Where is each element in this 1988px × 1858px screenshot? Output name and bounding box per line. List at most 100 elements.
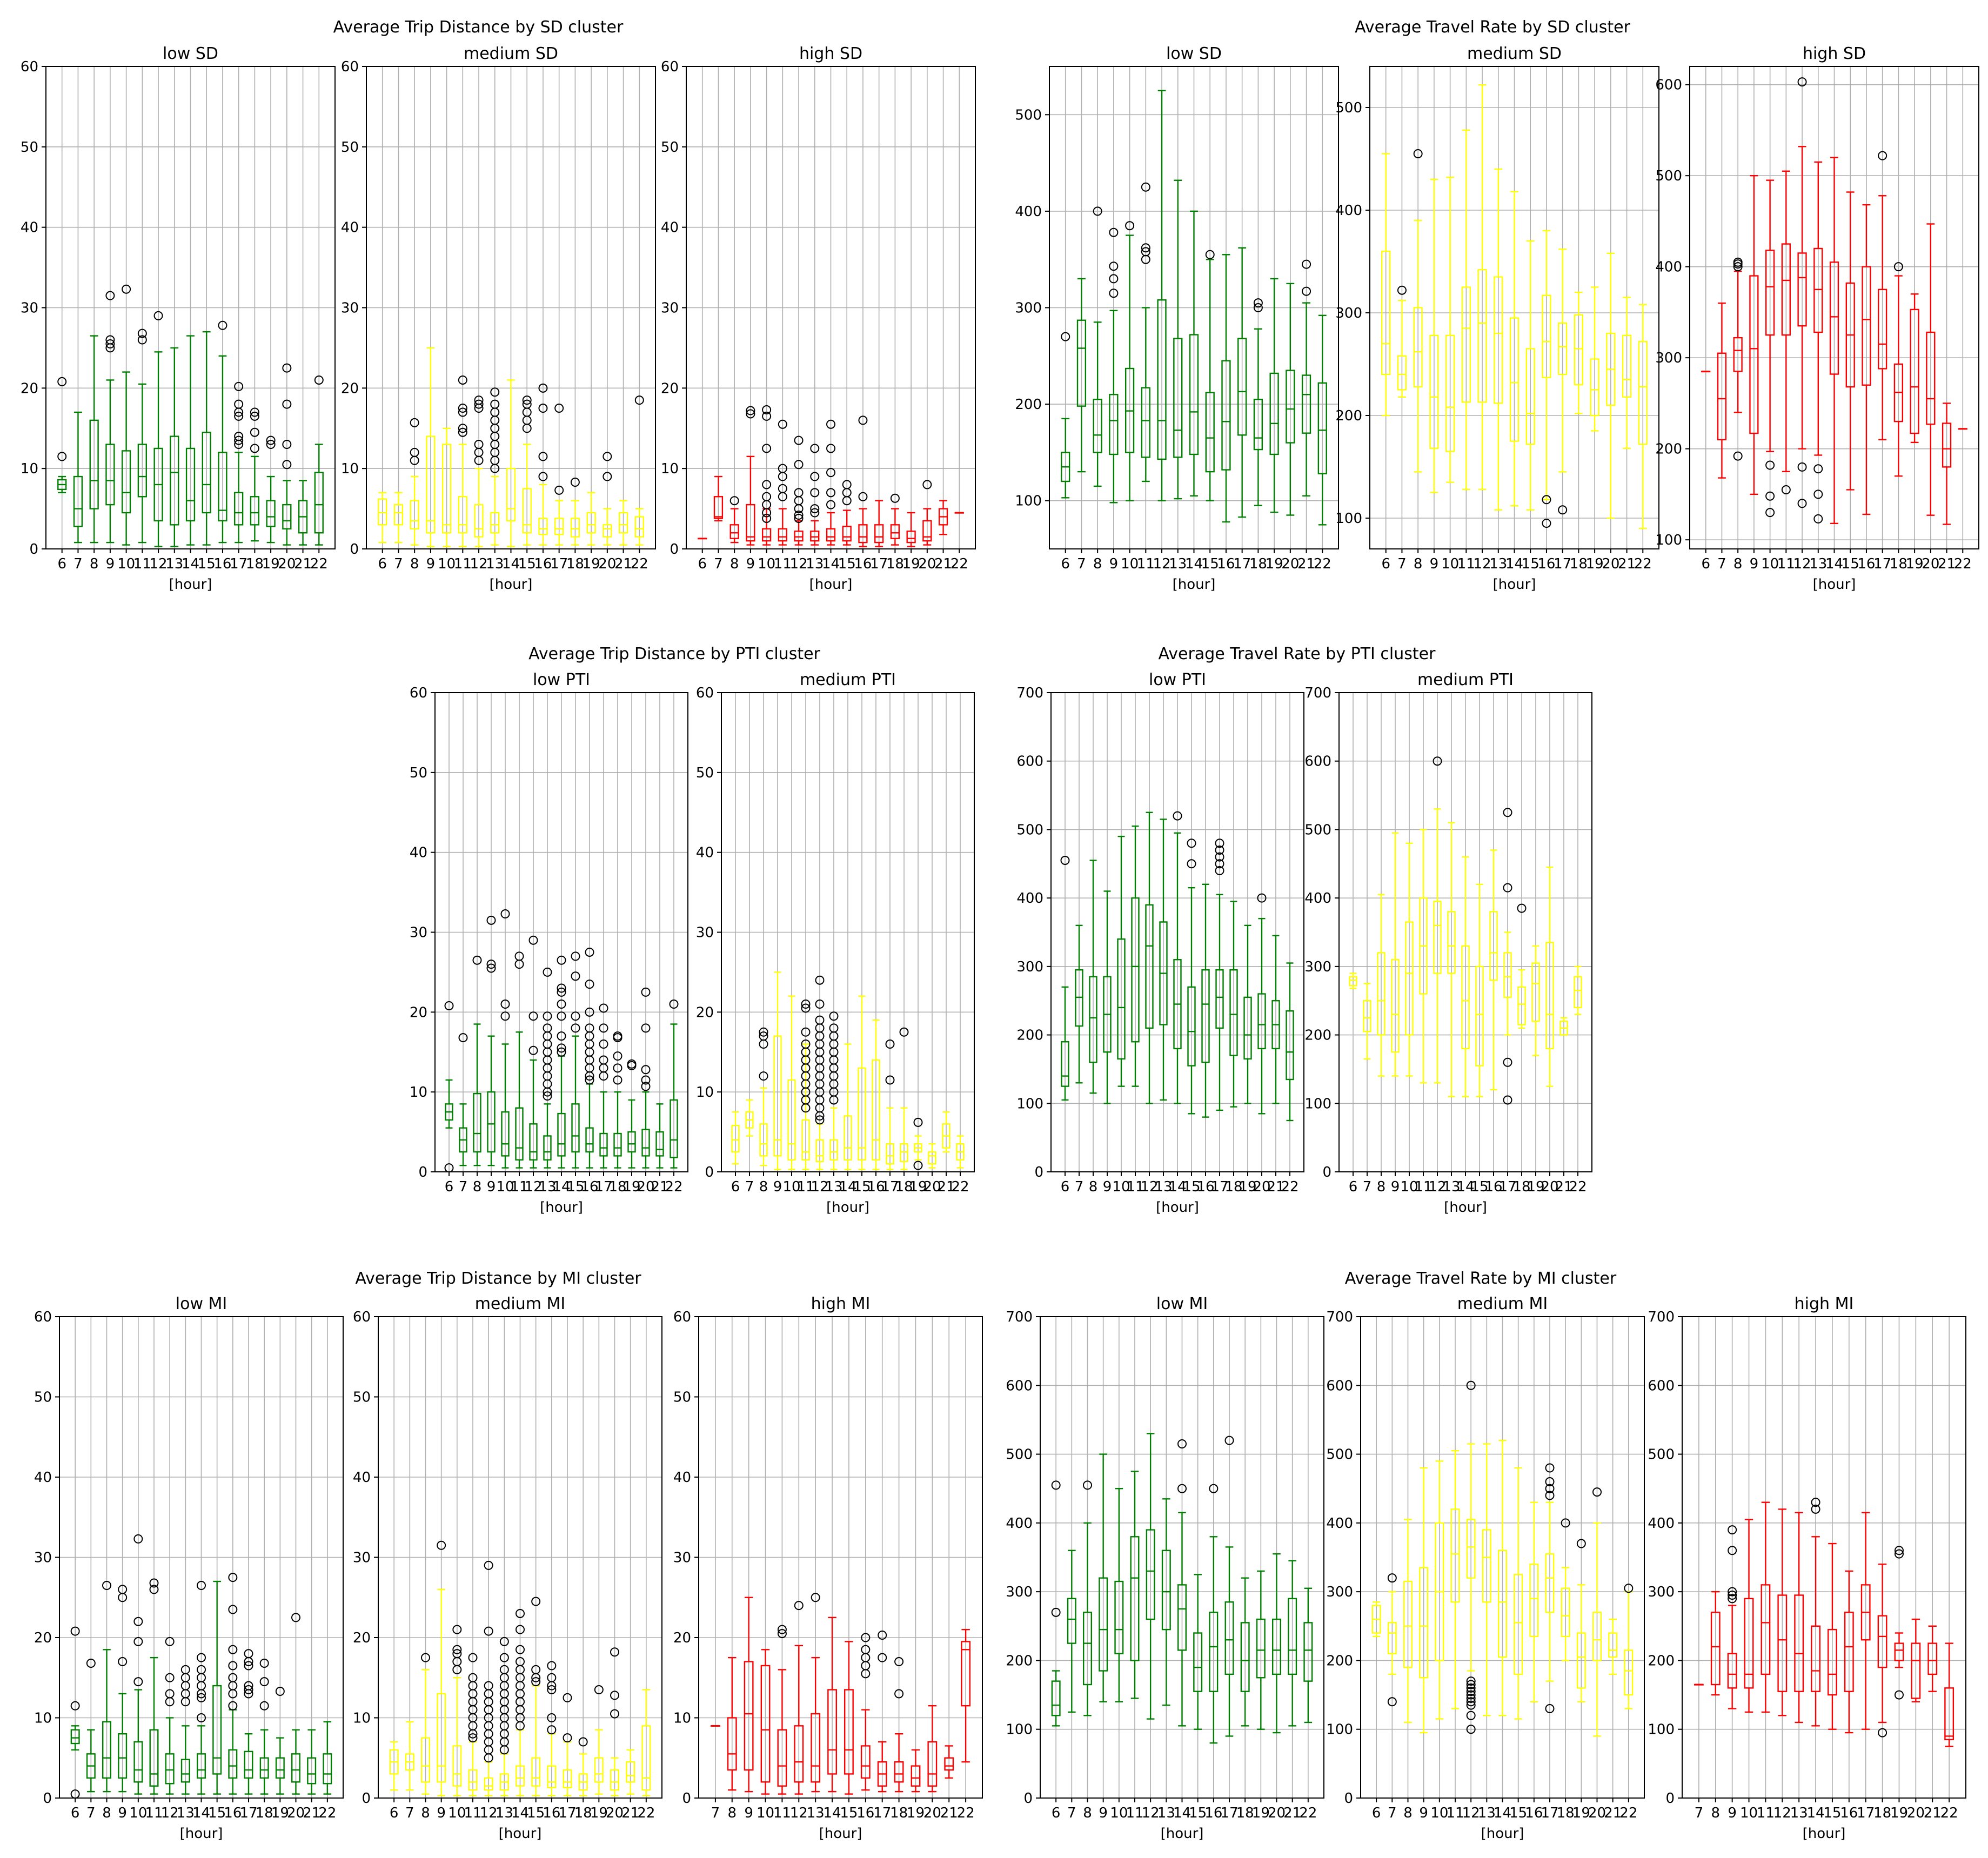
outlier-point [197, 1665, 206, 1674]
panel-3-1-box-17 [1503, 808, 1512, 1105]
panel-5-2-xtick-label: 22 [1940, 1805, 1958, 1821]
outlier-point [458, 424, 467, 433]
box-iqr [1215, 969, 1224, 1029]
panel-1-2-box-12 [1797, 77, 1807, 508]
outlier-point [669, 1000, 679, 1009]
outlier-point [472, 955, 482, 965]
panel-0-1-xtick-label: 10 [438, 556, 456, 572]
panel-4-1-box-6 [389, 1741, 399, 1791]
panel-5-0-box-6 [1051, 1480, 1061, 1727]
panel-2-1-xlabel: [hour] [826, 1199, 869, 1216]
panel-1-2-box-7 [1717, 302, 1727, 479]
outlier-point [244, 1649, 253, 1659]
panel-5-0-xtick-label: 6 [1052, 1805, 1061, 1821]
box-iqr [543, 1135, 552, 1161]
outlier-point [554, 404, 564, 413]
outlier-point [1561, 1518, 1570, 1528]
panel-5-0-box-7 [1067, 1550, 1076, 1713]
box-iqr [1608, 1632, 1618, 1658]
panel-2-0-box-19 [627, 1059, 637, 1169]
panel-1-2-box-16 [1862, 204, 1871, 515]
panel-3-0-box-9 [1103, 890, 1112, 1104]
panel-5-2-box-21 [1927, 1625, 1938, 1692]
panel-0-0-box-22 [314, 375, 324, 546]
panel-3-0-xtick-label: 9 [1103, 1179, 1112, 1195]
panel-5-1-xtick-label: 20 [1588, 1805, 1606, 1821]
panel-5-2-xtick-label: 11 [1757, 1805, 1775, 1821]
outlier-point [1466, 1690, 1476, 1700]
box-iqr [571, 1103, 580, 1153]
panel-4-0-box-15 [212, 1580, 222, 1795]
box-iqr [1363, 1000, 1371, 1032]
outlier-point [557, 987, 566, 997]
box-iqr [1076, 319, 1087, 407]
outlier-point [634, 395, 644, 405]
outlier-point [1060, 855, 1070, 865]
panel-4-2-ytick-label: 50 [673, 1390, 691, 1406]
panel-1-2-xtick-label: 17 [1873, 556, 1891, 572]
outlier-point [599, 1003, 608, 1013]
panel-1-0-box-7 [1076, 278, 1087, 473]
box-iqr [778, 528, 787, 542]
panel-5-2-xtick-label: 8 [1711, 1805, 1720, 1821]
panel-3-0-xtick-label: 11 [1126, 1179, 1144, 1195]
panel-0-0-xtick-label: 8 [90, 556, 99, 572]
panel-0-0-box-17 [234, 381, 244, 544]
panel-5-0-xtick-label: 22 [1299, 1805, 1317, 1821]
outlier-point [250, 427, 259, 437]
outlier-point [1141, 182, 1150, 192]
panel-5-2-xtick-label: 9 [1728, 1805, 1737, 1821]
panel-0-1-xtick-label: 22 [631, 556, 648, 572]
box-iqr [1224, 1601, 1234, 1675]
outlier-point [197, 1580, 206, 1590]
outlier-point [794, 488, 804, 498]
panel-4-2-xtick-label: 16 [856, 1805, 874, 1821]
box-iqr [1450, 1508, 1460, 1603]
panel-5-1-xtick-label: 10 [1430, 1805, 1448, 1821]
box-iqr [1061, 1041, 1069, 1087]
panel-3-0-box-7 [1075, 924, 1083, 1084]
panel-0-0-box-18 [250, 407, 260, 542]
panel-5-1-xtick-label: 11 [1446, 1805, 1464, 1821]
panel-4-0-xtick-label: 17 [239, 1805, 257, 1821]
outlier-point [1797, 77, 1807, 87]
panel-2-0-box-11 [514, 951, 524, 1169]
panel-5-0-xtick-label: 11 [1126, 1805, 1143, 1821]
outlier-point [547, 1685, 557, 1695]
box-iqr [759, 1123, 768, 1157]
panel-0-1-box-12 [474, 395, 484, 547]
panel-0-0-xtick-label: 7 [73, 556, 83, 572]
panel-5-1-xtick-label: 22 [1619, 1805, 1637, 1821]
outlier-point [762, 411, 772, 421]
panel-4-1-ytick-label: 60 [353, 1309, 371, 1325]
box-iqr [858, 1067, 866, 1161]
panel-5-0-xtick-label: 10 [1110, 1805, 1128, 1821]
panel-0-0-xtick-label: 13 [165, 556, 183, 572]
panel-2-0-xtick-label: 14 [552, 1179, 570, 1195]
panel-5-2-ytick-label: 200 [1648, 1653, 1675, 1669]
outlier-point [228, 1661, 238, 1671]
panel-3-1-ytick-label: 600 [1304, 754, 1331, 770]
panel-0-1-xtick-label: 13 [486, 556, 504, 572]
panel-5-0-xtick-label: 16 [1204, 1805, 1222, 1821]
panel-4-1-xtick-label: 12 [480, 1805, 498, 1821]
panel-4-0-box-9 [118, 1585, 128, 1793]
panel-3-1-xtick-label: 10 [1400, 1179, 1418, 1195]
outlier-point [762, 405, 772, 415]
panel-0-1-ytick-label: 40 [341, 220, 359, 236]
panel-2-1-xtick-label: 12 [811, 1179, 828, 1195]
panel-2-1-ytick-label: 50 [696, 765, 714, 781]
panel-2-1-xtick-label: 18 [895, 1179, 913, 1195]
box-iqr [378, 498, 387, 526]
outlier-point [122, 284, 131, 294]
panel-0-2-box-17 [874, 500, 884, 547]
panel-5-2-xtick-label: 16 [1840, 1805, 1858, 1821]
panel-2-0-box-21 [655, 1103, 664, 1169]
box-iqr [421, 1737, 430, 1783]
panel-4-0-box-10 [133, 1534, 143, 1795]
panel-0-2-title: high SD [799, 44, 862, 63]
suptitle-rate-mi: Average Travel Rate by MI cluster [1345, 1269, 1617, 1288]
box-iqr [1272, 1618, 1281, 1675]
panel-4-1-xtick-label: 6 [390, 1805, 399, 1821]
outlier-point [1466, 1697, 1476, 1707]
